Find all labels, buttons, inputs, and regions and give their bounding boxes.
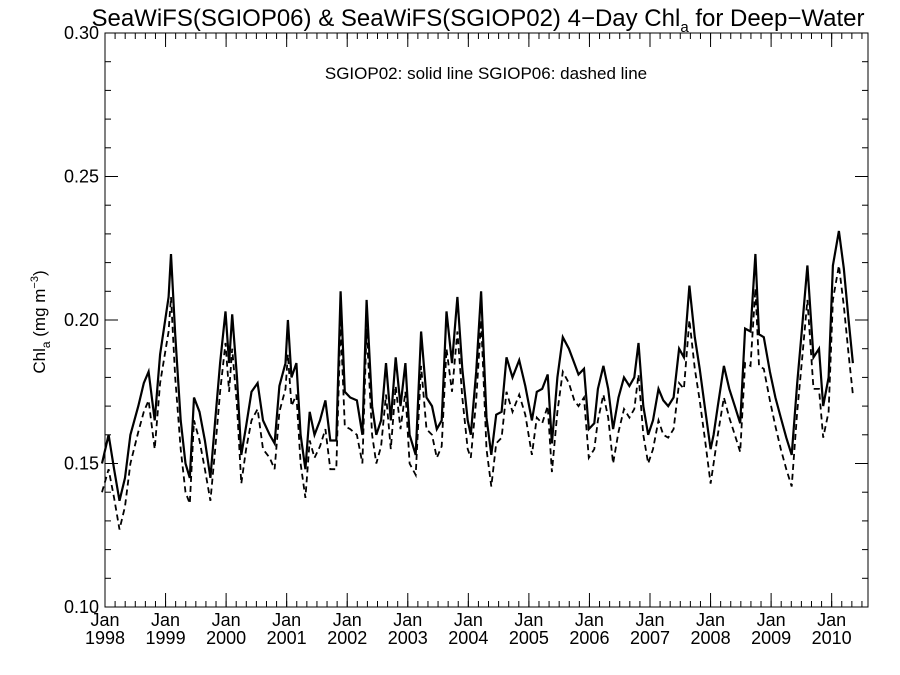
x-tick-label-year: 2007 <box>630 628 670 648</box>
x-tick-label-month: Jan <box>817 610 846 630</box>
y-tick-label: 0.30 <box>64 23 99 43</box>
x-tick-label-month: Jan <box>635 610 664 630</box>
y-tick-label: 0.20 <box>64 310 99 330</box>
x-tick-label-month: Jan <box>212 610 241 630</box>
y-axis-label: Chla (mg m−3) <box>29 270 53 373</box>
x-tick-label-year: 2003 <box>388 628 428 648</box>
x-tick-label-year: 2000 <box>206 628 246 648</box>
x-tick-label-month: Jan <box>575 610 604 630</box>
chart-title-tail: for Deep−Water <box>689 5 865 32</box>
x-tick-label-year: 2010 <box>812 628 852 648</box>
y-tick-label: 0.25 <box>64 167 99 187</box>
x-tick-label-month: Jan <box>696 610 725 630</box>
axis-ticks: 0.100.150.200.250.30Jan1998Jan1999Jan200… <box>64 23 868 648</box>
series-lines <box>100 230 854 530</box>
x-tick-label-month: Jan <box>757 610 786 630</box>
y-axis-label-close: ) <box>30 270 49 276</box>
x-tick-label-month: Jan <box>393 610 422 630</box>
y-axis-label-subscript: a <box>39 341 53 348</box>
legend-note: SGIOP02: solid line SGIOP06: dashed line <box>325 64 647 83</box>
x-tick-label-month: Jan <box>272 610 301 630</box>
x-tick-label-year: 1999 <box>146 628 186 648</box>
y-axis-label-main: Chl <box>30 348 49 374</box>
x-tick-label-year: 2002 <box>327 628 367 648</box>
x-tick-label-year: 2009 <box>751 628 791 648</box>
y-tick-label: 0.10 <box>64 597 99 617</box>
series-line-sgiop06 <box>101 265 854 530</box>
x-tick-label-year: 2006 <box>569 628 609 648</box>
x-tick-label-year: 2001 <box>267 628 307 648</box>
x-tick-label-year: 2005 <box>509 628 549 648</box>
x-tick-label-month: Jan <box>454 610 483 630</box>
chart-title-subscript: a <box>680 19 689 36</box>
x-tick-label-year: 2004 <box>448 628 488 648</box>
x-tick-label-year: 1998 <box>85 628 125 648</box>
y-tick-label: 0.15 <box>64 454 99 474</box>
x-tick-label-year: 2008 <box>691 628 731 648</box>
x-tick-label-month: Jan <box>333 610 362 630</box>
x-tick-label-month: Jan <box>151 610 180 630</box>
y-axis-label-units: (mg m <box>30 289 49 342</box>
x-tick-label-month: Jan <box>90 610 119 630</box>
x-tick-label-month: Jan <box>514 610 543 630</box>
series-line-sgiop02 <box>100 230 854 502</box>
plot-frame <box>104 32 869 608</box>
chart-title-main: SeaWiFS(SGIOP06) & SeaWiFS(SGIOP02) 4−Da… <box>91 5 680 32</box>
chart-title: SeaWiFS(SGIOP06) & SeaWiFS(SGIOP02) 4−Da… <box>91 5 864 36</box>
y-axis-label-superscript: −3 <box>29 276 41 289</box>
